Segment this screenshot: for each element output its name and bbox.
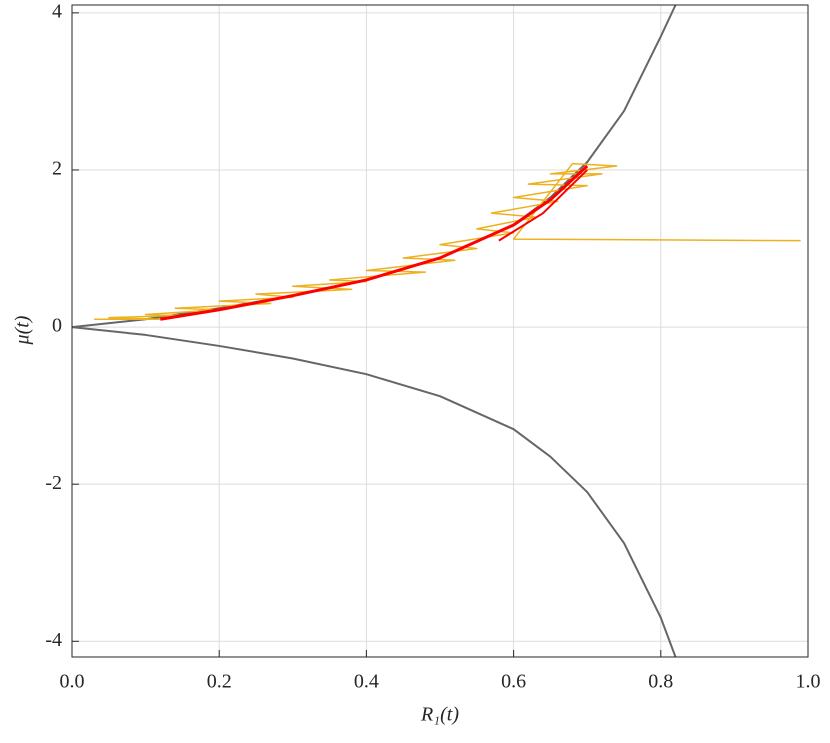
y-axis-label: μ(t) [12, 315, 34, 345]
y-tick-label: -2 [45, 472, 62, 494]
y-tick-label: 0 [52, 315, 62, 337]
data-line [160, 164, 589, 321]
axes-box [71, 4, 809, 658]
x-axis-label: R₁(t) [420, 704, 459, 726]
x-tick-label: 0.6 [501, 671, 526, 693]
data-line [71, 326, 677, 658]
x-tick-label: 0.2 [207, 671, 232, 693]
y-tick-label: 4 [52, 0, 62, 22]
x-tick-label: 0.8 [648, 671, 673, 693]
x-tick-label: 1.0 [796, 671, 821, 693]
data-line [94, 162, 801, 320]
x-tick-label: 0.0 [60, 671, 85, 693]
y-tick-label: 2 [52, 158, 62, 180]
x-tick-label: 0.4 [354, 671, 379, 693]
y-tick-label: -4 [45, 629, 62, 651]
data-line [498, 169, 588, 242]
